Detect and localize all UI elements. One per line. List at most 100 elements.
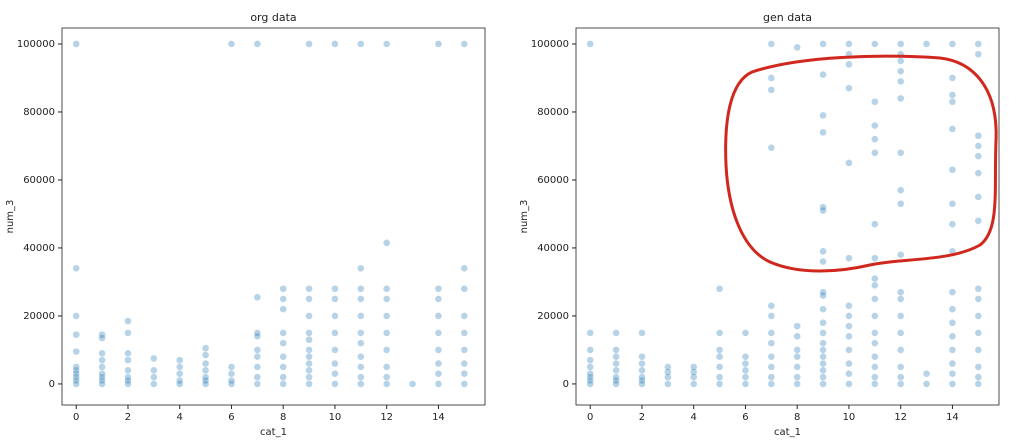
scatter-point xyxy=(98,370,106,378)
scatter-point xyxy=(819,360,827,367)
scatter-point xyxy=(923,40,930,48)
scatter-point xyxy=(586,356,594,364)
scatter-point xyxy=(461,265,468,272)
scatter-point xyxy=(871,282,879,289)
y-axis-label: num_3 xyxy=(5,200,16,234)
scatter-point xyxy=(383,295,390,303)
scatter-point xyxy=(664,368,672,376)
scatter-point xyxy=(819,346,827,354)
scatter-point xyxy=(871,254,879,262)
scatter-point xyxy=(742,380,749,388)
scatter-point xyxy=(202,377,209,384)
scatter-point xyxy=(716,380,723,388)
x-tick-label: 8 xyxy=(794,412,800,423)
scatter-point xyxy=(72,331,80,338)
scatter-point xyxy=(897,251,904,259)
scatter-point xyxy=(383,346,390,354)
scatter-point xyxy=(279,295,287,303)
scatter-point xyxy=(124,380,132,388)
x-tick-label: 4 xyxy=(691,412,697,423)
scatter-point xyxy=(768,302,775,310)
scatter-point xyxy=(949,125,956,133)
x-tick-label: 4 xyxy=(177,412,183,423)
scatter-point xyxy=(305,329,313,337)
scatter-point xyxy=(716,329,723,337)
scatter-point xyxy=(72,373,80,381)
x-tick-label: 6 xyxy=(228,412,234,423)
scatter-point xyxy=(716,285,723,293)
scatter-point xyxy=(793,322,801,330)
scatter-point xyxy=(638,380,646,388)
x-tick-label: 8 xyxy=(280,412,286,423)
scatter-point xyxy=(897,295,904,303)
scatter-point xyxy=(871,380,879,388)
scatter-point xyxy=(305,285,313,293)
scatter-point xyxy=(871,220,879,228)
scatter-point xyxy=(305,373,313,381)
scatter-point xyxy=(435,360,442,367)
x-tick-label: 10 xyxy=(329,412,342,423)
scatter-point xyxy=(975,152,982,160)
scatter-point xyxy=(228,380,235,388)
scatter-point xyxy=(202,380,209,388)
scatter-point xyxy=(176,363,184,371)
scatter-point xyxy=(897,67,904,75)
scatter-point xyxy=(975,285,982,293)
scatter-point xyxy=(975,217,982,225)
scatter-point xyxy=(409,380,416,388)
scatter-point xyxy=(124,356,132,364)
scatter-point xyxy=(638,367,646,374)
y-tick-label: 0 xyxy=(49,379,55,390)
scatter-point xyxy=(305,312,313,320)
scatter-point xyxy=(819,129,827,136)
scatter-point xyxy=(638,377,646,384)
x-tick-label: 12 xyxy=(894,412,907,423)
scatter-point xyxy=(690,380,698,388)
scatter-point xyxy=(612,353,620,361)
scatter-point xyxy=(897,57,904,65)
scatter-point xyxy=(202,367,209,374)
scatter-point xyxy=(897,149,904,157)
scatter-point xyxy=(612,380,620,388)
scatter-point xyxy=(949,98,956,106)
scatter-point xyxy=(331,360,339,367)
x-axis-label: cat_1 xyxy=(260,427,287,438)
scatter-point xyxy=(279,329,287,337)
scatter-point xyxy=(742,329,749,337)
scatter-point xyxy=(176,356,184,364)
scatter-point xyxy=(871,149,879,157)
scatter-point xyxy=(72,367,80,374)
scatter-point xyxy=(819,339,827,347)
scatter-point xyxy=(638,373,646,381)
y-axis-label: num_3 xyxy=(519,200,530,234)
scatter-point xyxy=(690,373,698,381)
scatter-point xyxy=(975,50,982,58)
scatter-point xyxy=(819,305,827,313)
scatter-point xyxy=(331,285,339,293)
scatter-point xyxy=(305,336,313,344)
scatter-point xyxy=(612,329,620,337)
scatter-point xyxy=(949,74,956,82)
scatter-point xyxy=(461,285,468,293)
scatter-point xyxy=(845,333,853,340)
scatter-point xyxy=(819,373,827,381)
scatter-point xyxy=(357,363,365,371)
scatter-point xyxy=(176,380,184,388)
scatter-point xyxy=(586,346,594,354)
scatter-point xyxy=(638,353,646,361)
scatter-point xyxy=(279,339,287,347)
scatter-point xyxy=(586,373,594,381)
x-tick-label: 6 xyxy=(742,412,748,423)
scatter-point xyxy=(98,356,106,364)
y-tick-label: 100000 xyxy=(531,39,569,50)
scatter-point xyxy=(716,353,723,361)
scatter-point xyxy=(897,363,904,371)
scatter-point xyxy=(897,95,904,102)
scatter-point xyxy=(897,329,904,337)
scatter-point xyxy=(435,346,442,354)
scatter-point xyxy=(897,346,904,354)
scatter-point xyxy=(98,363,106,371)
scatter-point xyxy=(664,363,672,371)
scatter-point xyxy=(586,363,594,371)
